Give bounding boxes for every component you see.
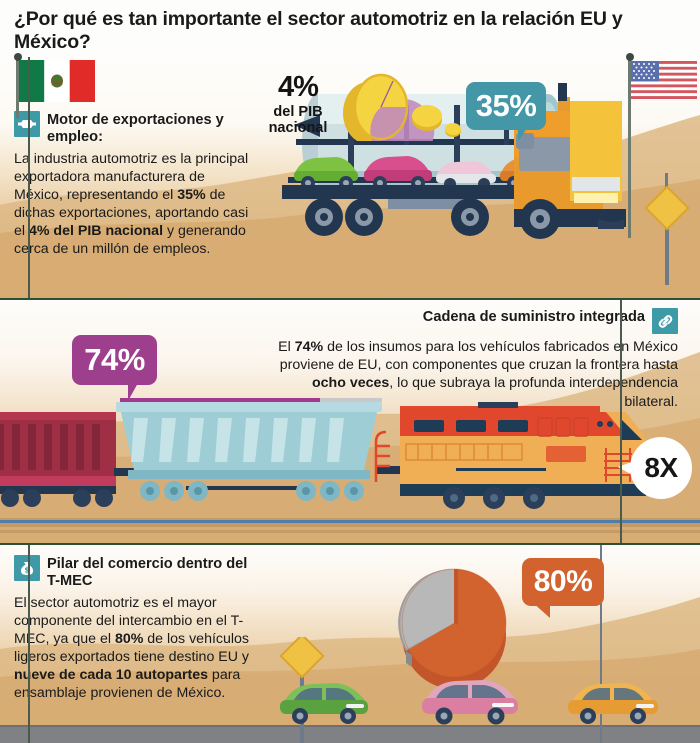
- section3-body: El sector automotriz es el mayor compone…: [14, 594, 250, 702]
- pib-label: 4% del PIB nacional: [259, 71, 337, 137]
- vertical-rule-left-1: [28, 57, 30, 298]
- section1-body: La industria automotriz es la principal …: [14, 150, 249, 258]
- utility-pole: [600, 545, 602, 743]
- bubble-8x: 8X: [618, 437, 692, 499]
- flag-pole-knob-right: [625, 53, 634, 61]
- section2-heading-row: Cadena de suministro integrada: [258, 308, 678, 334]
- flag-pole-left: [16, 58, 19, 118]
- car-pink: [422, 680, 518, 725]
- title-bar: ¿Por qué es tan importante el sector aut…: [0, 0, 700, 55]
- bubble-35: 35%: [466, 82, 546, 142]
- section2-text-block: Cadena de suministro integrada El 74% de…: [258, 308, 678, 411]
- bubble-74: 74%: [72, 335, 157, 401]
- section2-body: El 74% de los insumos para los vehículos…: [278, 339, 678, 410]
- usa-flag: [631, 61, 697, 99]
- road-edge: [0, 725, 700, 727]
- svg-text:$: $: [24, 566, 29, 575]
- section-pilar-tmec: 80%: [0, 545, 700, 743]
- road-sign-icon: [645, 173, 690, 285]
- section1-text-block: Motor de exportaciones y empleo: La indu…: [14, 111, 250, 259]
- vertical-rule-right-2: [620, 300, 622, 543]
- car-green: [280, 683, 368, 724]
- three-cars-illustration: [280, 680, 658, 725]
- page-title: ¿Por qué es tan importante el sector aut…: [14, 8, 623, 53]
- pib-caption: del PIB nacional: [268, 104, 328, 137]
- chain-link-icon: [652, 308, 678, 334]
- section-divider-2: [0, 543, 700, 545]
- section2-heading: Cadena de suministro integrada: [422, 309, 645, 325]
- section-exportaciones-empleo: 4% del PIB nacional 35% Motor de exporta…: [0, 55, 700, 298]
- vertical-rule-left-3: [28, 545, 30, 743]
- bubble-80: 80%: [522, 558, 604, 618]
- coin-pie-chart: [343, 73, 461, 141]
- flag-pole-knob-left: [13, 53, 22, 61]
- money-bag-icon: $: [14, 555, 40, 581]
- section1-heading-row: Motor de exportaciones y empleo:: [14, 111, 250, 146]
- car-orange: [568, 683, 658, 724]
- flag-pole-right: [628, 58, 631, 238]
- section1-heading: Motor de exportaciones y empleo:: [47, 112, 224, 145]
- section-cadena-suministro: 74% Cadena de suministro integrada El 74…: [0, 300, 700, 543]
- section3-text-block: $ Pilar del comercio dentro del T-MEC El…: [14, 555, 264, 703]
- mexico-flag: [19, 60, 95, 102]
- section-divider-1: [0, 298, 700, 300]
- section3-heading-row: $ Pilar del comercio dentro del T-MEC: [14, 555, 264, 590]
- section3-heading: Pilar del comercio dentro del T-MEC: [47, 556, 248, 589]
- pie-chart-80-20: [398, 568, 507, 689]
- pib-value: 4%: [278, 71, 319, 103]
- freight-train-illustration: [0, 398, 646, 509]
- road-surface: [0, 727, 700, 743]
